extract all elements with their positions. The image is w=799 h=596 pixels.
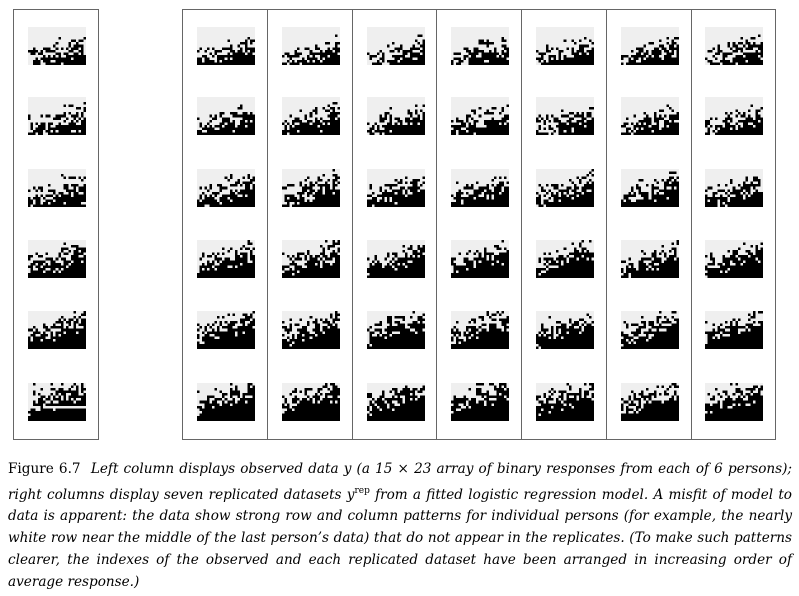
replicated-array xyxy=(197,97,255,135)
observed-array xyxy=(28,97,86,135)
replicated-array xyxy=(705,383,763,421)
caption-text-3: from a fitted logistic regression model.… xyxy=(8,486,792,590)
observed-data-frame xyxy=(13,9,99,440)
observed-array xyxy=(28,169,86,207)
caption-y: y xyxy=(343,461,352,477)
replicate-divider xyxy=(521,9,522,440)
replicate-divider xyxy=(691,9,692,440)
caption-yrep: y xyxy=(346,486,355,503)
replicated-array xyxy=(705,27,763,65)
replicated-array xyxy=(536,311,594,349)
replicated-array xyxy=(451,240,509,278)
replicated-array xyxy=(451,27,509,65)
replicated-array xyxy=(705,97,763,135)
replicated-array xyxy=(197,311,255,349)
replicated-array xyxy=(367,311,425,349)
replicated-array xyxy=(451,169,509,207)
replicated-array xyxy=(451,383,509,421)
replicated-array xyxy=(536,27,594,65)
replicated-array xyxy=(282,383,340,421)
replicated-data-frame xyxy=(182,9,776,440)
replicated-array xyxy=(621,169,679,207)
replicate-divider xyxy=(352,9,353,440)
replicated-array xyxy=(451,311,509,349)
replicated-array xyxy=(621,97,679,135)
replicated-array xyxy=(536,169,594,207)
replicated-array xyxy=(197,240,255,278)
replicated-array xyxy=(282,97,340,135)
replicate-divider xyxy=(267,9,268,440)
replicated-array xyxy=(367,27,425,65)
replicated-array xyxy=(282,240,340,278)
observed-array xyxy=(28,240,86,278)
observed-array xyxy=(28,311,86,349)
replicated-array xyxy=(536,97,594,135)
figure-label: Figure 6.7 xyxy=(8,461,81,477)
observed-array xyxy=(28,383,86,421)
replicated-array xyxy=(282,169,340,207)
replicated-array xyxy=(705,169,763,207)
replicated-array xyxy=(705,311,763,349)
replicated-array xyxy=(367,169,425,207)
replicated-array xyxy=(197,383,255,421)
replicated-array xyxy=(621,383,679,421)
replicated-array xyxy=(536,383,594,421)
caption-text-1: Left column displays observed data xyxy=(90,461,344,477)
replicated-array xyxy=(197,27,255,65)
replicated-array xyxy=(451,97,509,135)
replicated-array xyxy=(621,240,679,278)
replicated-array xyxy=(367,240,425,278)
replicated-array xyxy=(621,27,679,65)
replicated-array xyxy=(282,311,340,349)
observed-array xyxy=(28,27,86,65)
replicated-array xyxy=(367,383,425,421)
replicated-array xyxy=(197,169,255,207)
replicated-array xyxy=(705,240,763,278)
replicated-array xyxy=(367,97,425,135)
replicated-array xyxy=(282,27,340,65)
figure-caption: Figure 6.7 Left column displays observed… xyxy=(8,459,792,593)
caption-text-2: (a 15 × 23 array of binary responses fro… xyxy=(8,461,792,503)
replicate-divider xyxy=(606,9,607,440)
replicate-divider xyxy=(436,9,437,440)
replicated-array xyxy=(536,240,594,278)
replicated-array xyxy=(621,311,679,349)
caption-rep-superscript: rep xyxy=(354,485,370,496)
